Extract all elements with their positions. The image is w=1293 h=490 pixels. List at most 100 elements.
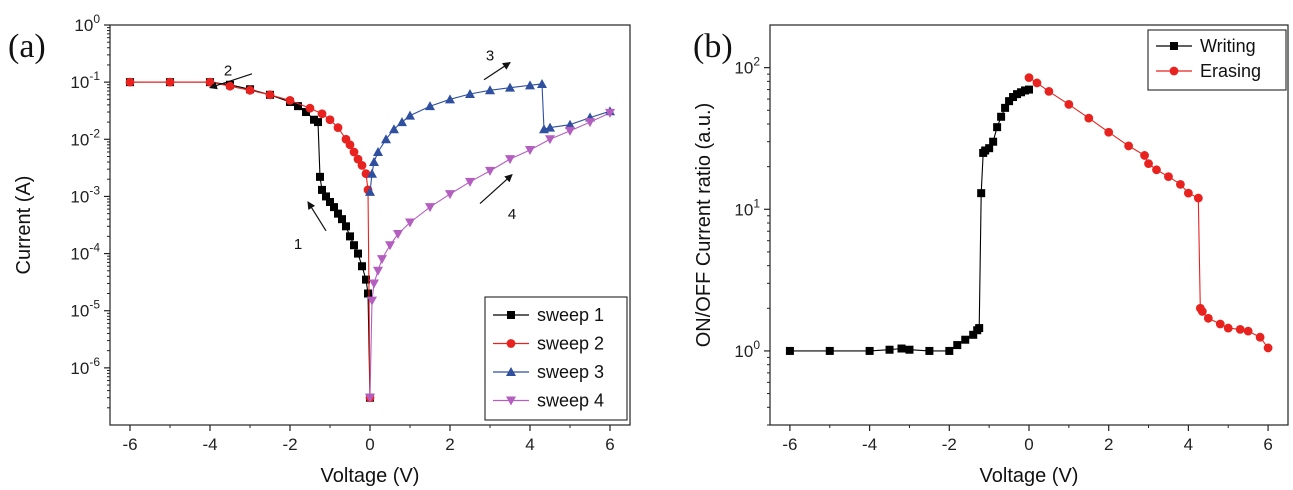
data-point	[897, 344, 906, 353]
data-point	[1176, 179, 1185, 189]
legend-swatch-marker	[506, 339, 516, 348]
data-point	[367, 168, 377, 178]
data-point	[316, 172, 324, 181]
data-point	[785, 346, 794, 355]
y-tick-label: 100	[734, 338, 760, 361]
data-point	[1164, 172, 1173, 182]
data-point	[364, 289, 372, 298]
data-point	[953, 341, 962, 350]
annotation-arrow	[307, 201, 327, 232]
data-point	[565, 119, 575, 129]
data-point	[485, 166, 495, 176]
x-tick-label: 6	[605, 435, 614, 454]
data-point	[585, 118, 595, 128]
data-point	[353, 154, 363, 164]
data-point	[1025, 85, 1033, 94]
series-sweep-3	[365, 78, 615, 196]
y-tick-label: 100	[74, 12, 100, 35]
data-point	[989, 137, 998, 146]
data-point	[357, 160, 367, 170]
y-axis-label: ON/OFF Current ratio (a.u.)	[693, 103, 715, 348]
data-point	[1235, 324, 1245, 334]
legend-box	[1147, 29, 1287, 91]
data-point	[1197, 307, 1207, 316]
data-point	[333, 123, 343, 133]
annotation-label: 3	[486, 47, 494, 64]
x-tick-label: -2	[942, 435, 957, 454]
data-point	[362, 275, 370, 284]
data-point	[545, 122, 555, 132]
data-point	[381, 134, 391, 144]
data-point	[310, 115, 318, 124]
data-point	[346, 232, 354, 241]
data-point	[1032, 78, 1042, 88]
chart-a: -6 -4 -2 0 2 4 6 10-6 10-5 10-4 10-3 10-2 10-1 100 Vol…	[8, 12, 631, 487]
x-tick-label: -6	[782, 435, 797, 454]
data-point	[1044, 86, 1054, 96]
legend-label: sweep 3	[537, 362, 604, 382]
data-point	[1124, 141, 1134, 151]
data-point	[349, 147, 359, 157]
data-point	[317, 109, 327, 119]
data-point	[385, 241, 395, 251]
data-point	[1152, 165, 1161, 175]
data-point	[367, 296, 377, 306]
data-point	[1215, 319, 1225, 329]
data-point	[1183, 188, 1193, 198]
data-point	[365, 186, 375, 196]
x-tick-label: 4	[525, 435, 534, 454]
x-tick-label: -4	[202, 435, 217, 454]
x-axis-label: Voltage (V)	[980, 465, 1079, 487]
data-point	[369, 279, 379, 289]
data-point	[961, 335, 970, 344]
legend-swatch-marker	[507, 311, 515, 319]
y-axis-label: Current (A)	[13, 176, 35, 275]
data-point	[397, 117, 407, 127]
annotation-label: 1	[294, 236, 302, 253]
data-point	[505, 155, 515, 165]
data-point	[305, 103, 315, 113]
data-point	[825, 346, 834, 355]
x-tick-label: 0	[365, 435, 374, 454]
legend-label: sweep 1	[537, 305, 604, 325]
y-tick-label: 102	[734, 55, 760, 78]
data-point	[125, 77, 135, 87]
data-point	[365, 393, 375, 403]
data-point	[369, 157, 379, 167]
data-point	[1243, 326, 1253, 336]
annotation-label: 2	[224, 63, 232, 80]
data-point	[377, 255, 387, 265]
series-line	[1028, 77, 1269, 349]
data-point	[1144, 159, 1153, 169]
y-tick-label: 10-3	[70, 183, 100, 206]
legend-label: Erasing	[1200, 61, 1261, 81]
x-axis-label: Voltage (V)	[321, 465, 420, 487]
data-point	[373, 146, 383, 156]
data-point	[326, 197, 334, 206]
data-point	[1005, 97, 1014, 106]
y-tick-label: 10-4	[70, 241, 100, 264]
data-point	[342, 222, 350, 231]
data-point	[977, 189, 986, 198]
data-point	[505, 82, 515, 92]
data-point	[445, 190, 455, 200]
data-point	[925, 346, 934, 355]
legend-swatch-marker	[1169, 66, 1179, 76]
y-tick-label: 10-2	[70, 126, 100, 149]
legend-swatch-marker	[506, 396, 516, 406]
data-point	[302, 108, 310, 117]
data-point	[393, 230, 403, 240]
series-erasing	[1024, 73, 1273, 353]
x-tick-label: 6	[1263, 435, 1272, 454]
data-point	[358, 262, 366, 271]
data-point	[245, 85, 255, 95]
data-point	[945, 346, 954, 355]
data-point	[993, 123, 1002, 132]
data-point	[1255, 332, 1265, 342]
data-point	[905, 345, 914, 354]
data-point	[1001, 103, 1010, 112]
legend-swatch-marker	[1170, 42, 1178, 50]
data-point	[445, 94, 455, 104]
data-point	[165, 77, 175, 87]
